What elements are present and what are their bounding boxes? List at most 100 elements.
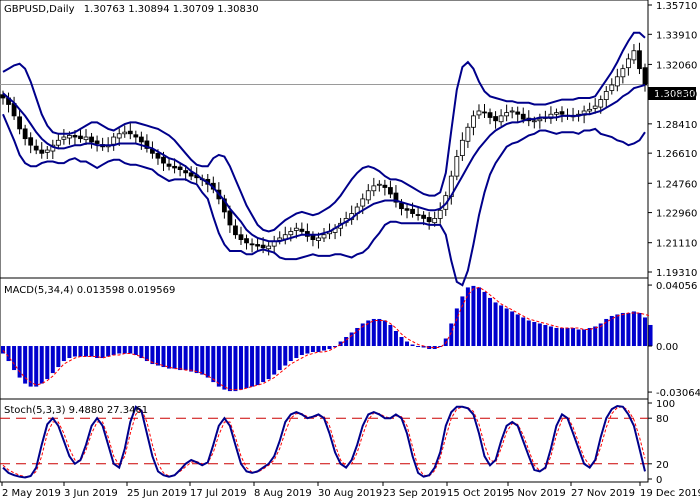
macd-bar xyxy=(322,346,326,351)
macd-bar xyxy=(155,346,160,366)
macd-bar xyxy=(111,346,116,356)
macd-bar xyxy=(416,346,421,348)
macd-bar xyxy=(244,346,249,389)
macd-bar xyxy=(604,318,609,347)
candle-bear xyxy=(642,67,648,86)
macd-bar xyxy=(532,321,537,347)
macd-bar xyxy=(299,346,304,356)
candle-bear xyxy=(233,225,238,236)
candle-bull xyxy=(55,139,61,146)
macd-bar xyxy=(222,346,227,390)
candle-bear xyxy=(72,135,78,138)
y-tick-label: -0.03064 xyxy=(656,388,700,399)
candle-bear xyxy=(227,210,233,226)
macd-bar xyxy=(61,346,66,362)
macd-bar xyxy=(510,311,515,347)
candle-bear xyxy=(138,136,144,143)
macd-bar xyxy=(559,327,564,347)
candle-bear xyxy=(127,130,133,135)
candle-bull xyxy=(625,58,631,69)
macd-bar xyxy=(211,346,216,383)
macd-bar xyxy=(449,323,454,347)
candle-bull xyxy=(531,120,537,123)
macd-bar xyxy=(643,317,647,347)
candle-bear xyxy=(94,140,100,144)
y-tick-label: 1.26610 xyxy=(656,149,697,160)
current-price-box xyxy=(648,87,696,100)
candle-bull xyxy=(587,108,593,112)
candle-bear xyxy=(487,112,493,118)
candle-bear xyxy=(238,234,244,241)
macd-bar xyxy=(122,346,127,354)
candle-bear xyxy=(244,238,249,244)
macd-bar xyxy=(377,318,382,347)
macd-bar xyxy=(476,287,481,347)
candle-bear xyxy=(421,214,427,219)
macd-bar xyxy=(316,346,321,353)
macd-bar xyxy=(23,346,28,384)
macd-bar xyxy=(499,305,504,347)
macd-bar xyxy=(526,320,531,347)
candle-bull xyxy=(365,190,371,201)
macd-bar xyxy=(360,323,365,347)
y-tick-label: 1.22960 xyxy=(656,209,697,220)
macd-bar xyxy=(571,327,576,347)
candle-bull xyxy=(620,68,626,78)
macd-bar xyxy=(493,302,498,347)
macd-bar xyxy=(161,346,166,368)
macd-bar xyxy=(333,346,338,348)
macd-bar xyxy=(167,346,172,369)
macd-bar xyxy=(233,346,238,392)
macd-bar xyxy=(183,346,188,371)
macd-bar xyxy=(45,346,50,380)
candle-bear xyxy=(404,208,410,211)
candle-bear xyxy=(188,172,194,177)
macd-bar xyxy=(95,346,100,359)
macd-bar xyxy=(1,346,5,354)
macd-bar xyxy=(504,308,509,347)
macd-bar xyxy=(405,341,410,347)
candle-bull xyxy=(465,126,471,142)
macd-bar xyxy=(582,329,587,347)
candle-bull xyxy=(459,139,465,156)
macd-bar xyxy=(100,346,105,359)
macd-bar xyxy=(565,327,570,347)
macd-bar xyxy=(78,346,83,357)
macd-bar xyxy=(128,346,133,354)
candle-bear xyxy=(39,149,45,154)
macd-plot xyxy=(1,285,653,392)
macd-bar xyxy=(189,346,194,372)
macd-bar xyxy=(12,346,17,371)
candle-bear xyxy=(393,192,399,203)
candle-bear xyxy=(166,163,172,167)
macd-bar xyxy=(631,311,636,347)
candle-bear xyxy=(177,166,183,170)
macd-bar xyxy=(238,346,243,390)
macd-bar xyxy=(200,346,205,375)
candle-bull xyxy=(471,115,476,128)
candle-bull xyxy=(598,99,604,108)
macd-bar xyxy=(294,346,299,359)
macd-bar xyxy=(310,346,315,353)
macd-bar xyxy=(283,346,288,366)
x-tick-label: 17 Jul 2019 xyxy=(190,488,247,499)
macd-bar xyxy=(620,312,625,347)
candle-bull xyxy=(537,118,543,122)
y-tick-label: 1.33910 xyxy=(656,30,697,41)
macd-bar xyxy=(150,346,155,365)
candle-bear xyxy=(0,94,6,99)
macd-bar xyxy=(438,346,443,348)
candle-bull xyxy=(288,231,294,236)
macd-bar xyxy=(67,346,72,359)
macd-panel-title: MACD(5,34,4) 0.013598 0.019569 xyxy=(4,285,175,296)
candle-bear xyxy=(382,184,388,188)
x-tick-label: 19 Dec 2019 xyxy=(640,488,700,499)
macd-bar xyxy=(266,346,271,380)
candle-bear xyxy=(493,116,498,122)
macd-bar xyxy=(277,346,282,371)
macd-bar xyxy=(393,330,398,347)
stoch-signal-line xyxy=(2,406,646,478)
macd-bar xyxy=(537,323,542,347)
candle-bear xyxy=(155,152,161,159)
